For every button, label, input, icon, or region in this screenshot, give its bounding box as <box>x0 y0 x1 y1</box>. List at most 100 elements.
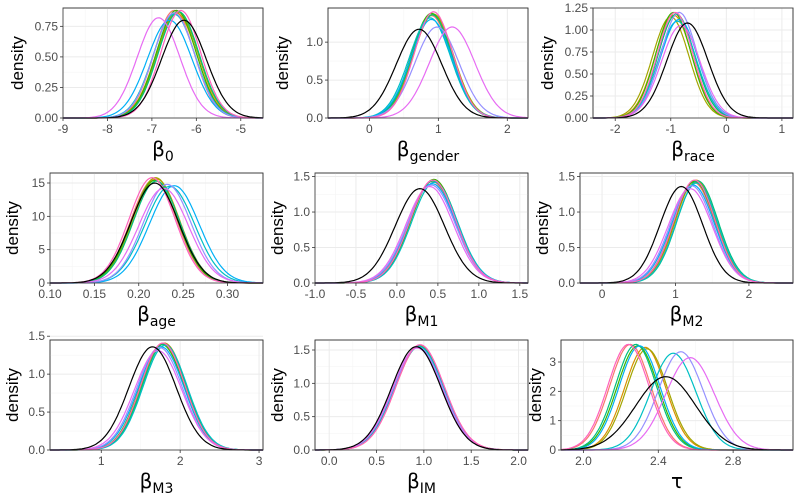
x-axis-subscript: M3 <box>152 481 173 497</box>
x-tick-label: 3 <box>256 454 263 468</box>
y-tick-label: 0.50 <box>35 50 59 64</box>
y-axis-title: density <box>533 201 552 255</box>
y-tick-label: 2 <box>549 384 556 398</box>
panel-6: 0 1 2 0.0 0.5 1.0 1.5 density βM2 <box>533 170 794 330</box>
x-tick-label: -7 <box>147 122 158 136</box>
y-tick-label: 0.25 <box>565 89 589 103</box>
x-tick-label: -2 <box>610 122 621 136</box>
y-tick-label: 1.0 <box>306 35 323 49</box>
y-tick-label: 5 <box>38 243 45 257</box>
panel-border <box>314 172 529 284</box>
y-axis-title: density <box>268 368 287 422</box>
x-tick-label: -5 <box>235 122 246 136</box>
panel-border <box>62 7 264 119</box>
plot-area <box>314 339 529 451</box>
x-axis-title: βIM <box>407 469 436 497</box>
x-axis-symbol: β <box>397 137 410 161</box>
panel-8: 0.0 0.5 1.0 1.5 2.0 0.0 0.5 1.0 1.5 density βIM <box>268 339 529 497</box>
density-curve-pooled <box>50 182 263 284</box>
x-axis-title: βM3 <box>140 469 174 497</box>
x-tick-label: 1.0 <box>416 454 433 468</box>
x-tick-label: -9 <box>58 122 69 136</box>
y-axis-title: density <box>273 36 292 90</box>
y-tick-label: 0.0 <box>306 111 323 125</box>
x-tick-label: 2.0 <box>575 454 592 468</box>
plot-area <box>49 339 264 451</box>
plot-area <box>327 7 529 119</box>
x-axis-symbol: β <box>405 302 418 326</box>
panel-border <box>327 7 529 119</box>
y-tick-label: 0 <box>38 276 45 290</box>
x-axis-symbol: β <box>670 302 683 326</box>
x-axis-subscript: gender <box>410 149 460 165</box>
x-tick-label: 1.0 <box>471 287 488 301</box>
panel-2: 0 1 2 0.0 0.5 1.0 density βgender <box>273 7 529 165</box>
x-tick-label: 2 <box>504 122 511 136</box>
plot-area <box>314 172 529 284</box>
x-axis-subscript: M2 <box>682 314 703 330</box>
y-tick-label: 10 <box>32 209 46 223</box>
y-tick-label: 1.5 <box>558 170 575 184</box>
panel-border <box>560 339 794 451</box>
panel-7: 1 2 3 0.0 0.5 1.0 1.5 density βM3 <box>3 329 264 497</box>
x-axis-symbol: β <box>671 137 684 161</box>
density-curve-pooled <box>50 346 263 451</box>
x-tick-label: 0.20 <box>127 287 151 301</box>
x-axis-title: βgender <box>397 137 460 165</box>
y-tick-label: 1.0 <box>558 205 575 219</box>
y-tick-label: 0 <box>549 443 556 457</box>
y-axis-title: density <box>268 201 287 255</box>
panel-border <box>579 172 794 284</box>
x-axis-title: β0 <box>152 137 174 165</box>
y-tick-label: 1.5 <box>293 343 310 357</box>
x-tick-label: -1.0 <box>305 287 326 301</box>
y-tick-label: 0.25 <box>35 80 59 94</box>
x-tick-label: 0.30 <box>216 287 240 301</box>
y-tick-label: 0.75 <box>35 19 59 33</box>
y-tick-label: 0.5 <box>293 241 310 255</box>
y-tick-label: 1.0 <box>293 376 310 390</box>
x-tick-label: 0 <box>723 122 730 136</box>
x-tick-label: 2.4 <box>650 454 667 468</box>
y-tick-label: 1 <box>549 414 556 428</box>
y-tick-label: 0.75 <box>565 45 589 59</box>
x-axis-symbol: β <box>137 302 150 326</box>
y-tick-label: 1.25 <box>565 1 589 15</box>
panel-1: -9 -8 -7 -6 -5 0.00 0.25 0.50 0.75 density β0 <box>8 7 264 165</box>
x-axis-symbol: β <box>407 469 420 493</box>
y-tick-label: 0.0 <box>28 443 45 457</box>
x-tick-label: 0.0 <box>321 454 338 468</box>
y-tick-label: 1.0 <box>28 367 45 381</box>
x-axis-title: βrace <box>671 137 714 165</box>
panel-5: -1.0 -0.5 0.0 0.5 1.0 1.5 0.0 0.5 1.0 1.5 density β… <box>268 170 528 330</box>
y-tick-label: 0.00 <box>565 111 589 125</box>
panel-border <box>314 339 529 451</box>
x-tick-label: 2.0 <box>510 454 527 468</box>
x-tick-label: 1 <box>98 454 105 468</box>
x-tick-label: 0.15 <box>83 287 107 301</box>
panel-4: 0.10 0.15 0.20 0.25 0.30 0 5 10 15 density βage <box>3 172 264 330</box>
y-tick-label: 0.50 <box>565 67 589 81</box>
x-tick-label: 1 <box>779 122 786 136</box>
panel-9: 2.0 2.4 2.8 0 1 2 3 density τ <box>526 339 794 493</box>
x-axis-subscript: IM <box>420 481 436 497</box>
y-tick-label: 1.5 <box>28 329 45 343</box>
x-tick-label: -1 <box>665 122 676 136</box>
x-tick-label: 0.25 <box>171 287 195 301</box>
y-tick-label: 3 <box>549 355 556 369</box>
x-axis-symbol: β <box>152 137 165 161</box>
y-axis-title: density <box>3 201 22 255</box>
panel-border <box>49 172 264 284</box>
y-tick-label: 0.5 <box>306 73 323 87</box>
density-curve-pooled <box>561 376 793 451</box>
x-axis-title: βM2 <box>670 302 704 330</box>
y-tick-label: 1.5 <box>293 170 310 184</box>
x-tick-label: 2 <box>177 454 184 468</box>
x-tick-label: 1.5 <box>463 454 480 468</box>
x-tick-label: 0.5 <box>430 287 447 301</box>
density-curve-pooled <box>315 346 528 451</box>
y-tick-label: 1.00 <box>565 23 589 37</box>
y-tick-label: 0.0 <box>558 276 575 290</box>
x-tick-label: 1.5 <box>511 287 528 301</box>
x-axis-title: βM1 <box>405 302 439 330</box>
